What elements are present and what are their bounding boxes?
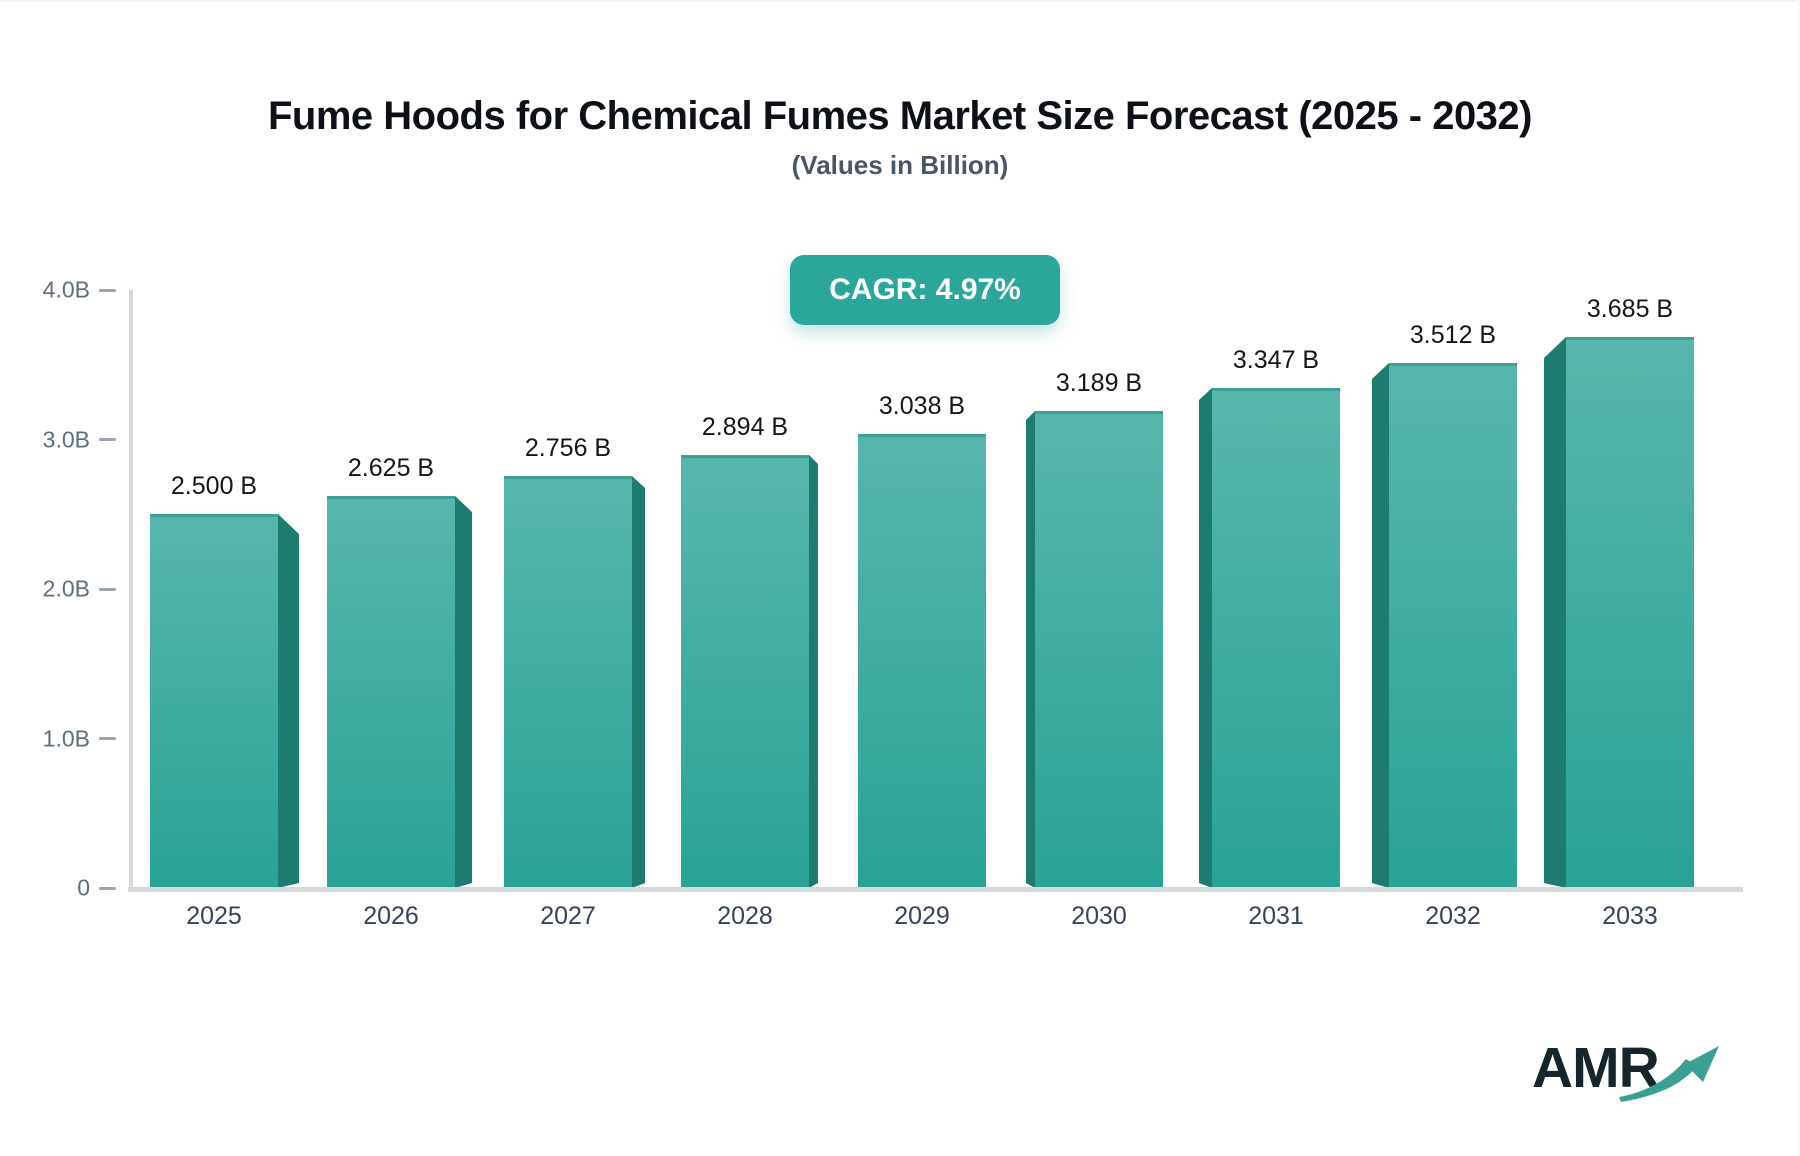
bar-group-2033 (1544, 337, 1694, 888)
bar-value-label-2033: 3.685 B (1586, 295, 1674, 323)
x-axis-label-2032: 2032 (1425, 902, 1481, 930)
x-axis-label-2026: 2026 (363, 902, 419, 930)
bar-front-face (1035, 411, 1163, 888)
x-axis-label-2028: 2028 (717, 902, 773, 930)
bar-side-panel (1544, 337, 1566, 888)
bar-group-2030 (1026, 411, 1163, 888)
bar-top-edge (327, 496, 455, 499)
y-axis-line (129, 290, 133, 890)
x-axis-label-2033: 2033 (1602, 902, 1658, 930)
cagr-badge-label: CAGR: 4.97% (829, 273, 1021, 306)
chart-title: Fume Hoods for Chemical Fumes Market Siz… (268, 94, 1533, 138)
x-axis-label-2030: 2030 (1071, 902, 1127, 930)
bar-front-face (327, 496, 455, 888)
bar-top-edge (150, 514, 278, 517)
chart-subtitle: (Values in Billion) (791, 150, 1009, 180)
bar-group-2025 (150, 514, 299, 888)
cagr-badge: CAGR: 4.97% (790, 255, 1060, 325)
x-axis-line (128, 887, 1743, 892)
amr-logo-text: AMR (1532, 1036, 1660, 1100)
bar-value-label-2025: 2.500 B (170, 472, 258, 500)
y-tick-label-2.0B: 2.0B (42, 575, 90, 602)
bar-value-label-2026: 2.625 B (347, 454, 435, 482)
bar-value-label-2029: 3.038 B (878, 392, 966, 420)
bar-side-panel (455, 496, 472, 888)
bar-top-edge (1212, 388, 1340, 391)
bar-top-edge (1035, 411, 1163, 414)
y-tick-label-1.0B: 1.0B (42, 725, 90, 751)
bar-front-face (504, 476, 632, 888)
bar-group-2028 (681, 455, 818, 888)
y-tick-label-4.0B: 4.0B (42, 276, 90, 303)
bar-front-face (1389, 363, 1517, 888)
bar-value-label-2028: 2.894 B (701, 413, 789, 441)
y-tick-mark (99, 587, 116, 591)
page-top-border (0, 0, 1800, 2)
bar-side-panel (632, 476, 645, 888)
bar-value-label-2032: 3.512 B (1409, 321, 1497, 349)
bar-side-panel (1372, 363, 1389, 888)
bar-top-edge (1389, 363, 1517, 366)
growth-arrow-icon (1619, 1046, 1719, 1102)
bar-front-face (150, 514, 278, 888)
bar-top-edge (504, 476, 632, 479)
bar-value-label-2027: 2.756 B (524, 434, 612, 462)
bar-value-label-2030: 3.189 B (1055, 369, 1143, 397)
y-tick-mark (99, 886, 116, 890)
bar-front-face (1566, 337, 1694, 888)
x-axis-label-2025: 2025 (186, 902, 242, 930)
y-tick-mark (99, 288, 116, 292)
bar-group-2027 (504, 476, 645, 888)
bar-side-panel (278, 514, 299, 888)
bar-group-2031 (1199, 388, 1340, 888)
bar-side-panel (1199, 388, 1212, 888)
bar-side-panel (1026, 411, 1035, 888)
bar-top-edge (681, 455, 809, 458)
x-axis-label-2029: 2029 (894, 902, 950, 930)
bar-value-label-2031: 3.347 B (1232, 346, 1320, 374)
bar-group-2032 (1372, 363, 1517, 888)
bar-top-edge (1566, 337, 1694, 340)
amr-logo: AMR (1532, 1036, 1732, 1110)
y-tick-label-0: 0 (77, 874, 90, 901)
bar-top-edge (858, 434, 986, 437)
bar-front-face (1212, 388, 1340, 888)
x-axis-label-2027: 2027 (540, 902, 596, 930)
y-tick-label-3.0B: 3.0B (42, 426, 90, 452)
x-axis-label-2031: 2031 (1248, 902, 1304, 930)
bar-group-2029 (858, 434, 986, 888)
bar-front-face (858, 434, 986, 888)
y-tick-mark (99, 438, 116, 441)
page-right-border (1798, 0, 1800, 1156)
bar-front-face (681, 455, 809, 888)
bar-side-panel (809, 455, 818, 888)
y-tick-mark (99, 737, 116, 740)
bar-group-2026 (327, 496, 472, 888)
